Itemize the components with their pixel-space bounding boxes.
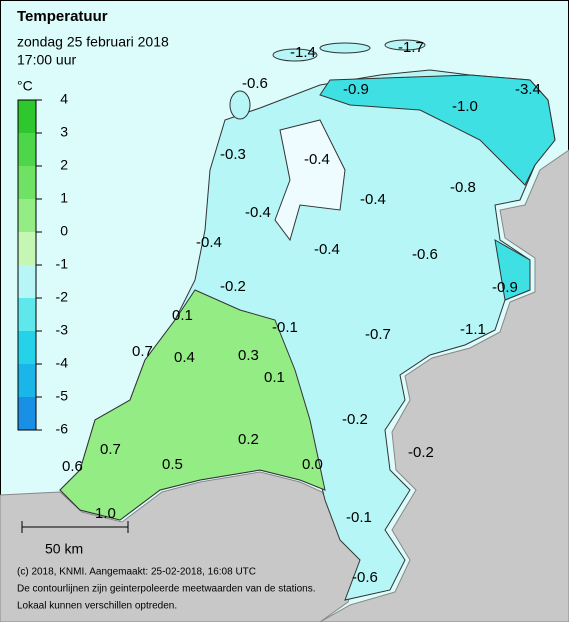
station-value: -1.1 bbox=[460, 321, 486, 338]
station-value: -1.7 bbox=[398, 39, 424, 56]
station-value: 0.5 bbox=[162, 456, 183, 473]
belgium bbox=[0, 471, 363, 623]
station-value: 0.3 bbox=[238, 347, 259, 364]
legend-band bbox=[18, 331, 36, 364]
station-value: 0.6 bbox=[62, 458, 83, 475]
station-value: 0.0 bbox=[302, 456, 323, 473]
station-value: 0.7 bbox=[132, 343, 153, 360]
station-value: -0.9 bbox=[343, 81, 369, 98]
legend-band bbox=[18, 265, 36, 298]
station-value: -0.1 bbox=[272, 319, 298, 336]
station-value: -0.1 bbox=[346, 509, 372, 526]
station-value: -0.6 bbox=[412, 246, 438, 263]
cold-zone bbox=[494, 239, 531, 301]
station-value: -0.2 bbox=[220, 278, 246, 295]
legend-tick-label: -2 bbox=[56, 289, 69, 305]
cold-zone bbox=[319, 74, 556, 186]
station-value: 0.1 bbox=[172, 307, 193, 324]
station-value: -0.2 bbox=[342, 411, 368, 428]
legend-band bbox=[18, 133, 36, 166]
station-value: -0.9 bbox=[492, 279, 518, 296]
legend-tick-label: -3 bbox=[56, 322, 69, 338]
legend-tick-label: 0 bbox=[60, 223, 68, 239]
legend-tick-label: 3 bbox=[60, 124, 68, 140]
warm-zone bbox=[59, 289, 326, 521]
legend-tick-label: 2 bbox=[60, 157, 68, 173]
legend-tick-label: 1 bbox=[60, 190, 68, 206]
station-value: -0.8 bbox=[450, 179, 476, 196]
footer-line: Lokaal kunnen verschillen optreden. bbox=[17, 601, 177, 612]
time: 17:00 uur bbox=[17, 52, 76, 68]
station-value: -1.0 bbox=[452, 98, 478, 115]
ijsselmeer bbox=[274, 119, 346, 242]
germany bbox=[318, 149, 569, 623]
station-value: -1.4 bbox=[290, 44, 316, 61]
islands bbox=[229, 39, 426, 120]
station-value: -0.6 bbox=[242, 75, 268, 92]
legend-tick-label: -6 bbox=[56, 421, 69, 437]
station-value: 1.0 bbox=[95, 505, 116, 522]
footer-line: (c) 2018, KNMI. Aangemaakt: 25-02-2018, … bbox=[17, 567, 256, 578]
station-value: 0.7 bbox=[100, 441, 121, 458]
station-value: -0.4 bbox=[196, 234, 222, 251]
legend-band bbox=[18, 298, 36, 331]
legend-band bbox=[18, 199, 36, 232]
legend-band bbox=[18, 100, 36, 133]
legend-band bbox=[18, 397, 36, 430]
station-value: -0.7 bbox=[365, 326, 391, 343]
legend-band bbox=[18, 232, 36, 265]
footer-line: De contourlijnen zijn geinterpoleerde me… bbox=[17, 584, 316, 595]
legend-tick-label: -5 bbox=[56, 388, 69, 404]
station-value: -0.6 bbox=[352, 569, 378, 586]
title: Temperatuur bbox=[17, 8, 108, 25]
legend-band bbox=[18, 364, 36, 397]
station-value: 0.4 bbox=[174, 349, 195, 366]
station-value: -0.4 bbox=[360, 191, 386, 208]
legend-tick-label: -1 bbox=[56, 256, 69, 272]
station-value: 0.2 bbox=[238, 431, 259, 448]
legend-band bbox=[18, 166, 36, 199]
station-value: -3.4 bbox=[515, 81, 541, 98]
station-value: -0.4 bbox=[314, 241, 340, 258]
station-value: -0.4 bbox=[304, 151, 330, 168]
station-value: 0.1 bbox=[264, 369, 285, 386]
station-value: -0.2 bbox=[408, 444, 434, 461]
station-value: -0.4 bbox=[245, 204, 271, 221]
station-value: -0.3 bbox=[220, 146, 246, 163]
legend-unit: °C bbox=[17, 78, 33, 94]
legend-tick-label: 4 bbox=[60, 91, 68, 107]
legend-tick-label: -4 bbox=[56, 355, 69, 371]
date: zondag 25 februari 2018 bbox=[17, 34, 169, 50]
scale-label: 50 km bbox=[45, 541, 83, 557]
